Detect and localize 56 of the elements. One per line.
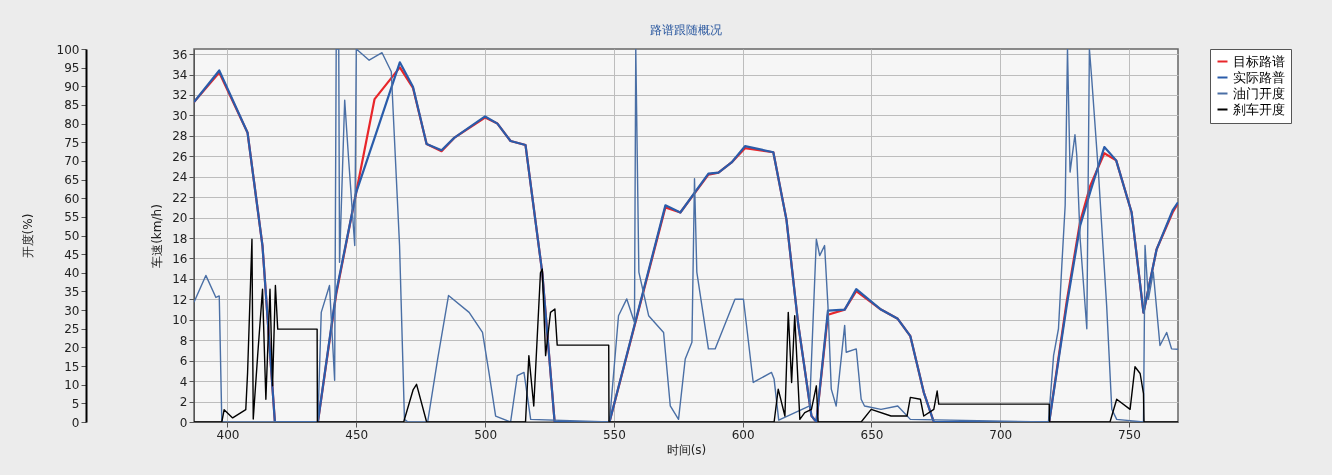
y-tick-label: 2	[179, 395, 188, 410]
chart-title: 路谱跟随概况	[650, 23, 722, 37]
y-tick-label: 0	[179, 415, 188, 430]
y2-tick-label: 80	[64, 117, 80, 132]
y-tick-label: 16	[172, 251, 188, 266]
y2-tick-label: 10	[64, 378, 80, 393]
x-tick-label: 700	[989, 427, 1013, 442]
x-axis-title: 时间(s)	[666, 442, 707, 457]
x-tick-label: 500	[474, 427, 498, 442]
x-tick-label: 600	[731, 427, 755, 442]
y-tick-label: 6	[179, 354, 188, 369]
y-tick-label: 34	[172, 68, 188, 83]
x-tick-label: 450	[345, 427, 369, 442]
y-tick-label: 8	[179, 333, 188, 348]
y-tick-label: 36	[172, 47, 188, 62]
y2-tick-label: 25	[64, 322, 80, 337]
y-tick-label: 18	[172, 231, 188, 246]
y2-tick-label: 85	[64, 98, 80, 113]
y-tick-label: 30	[172, 108, 188, 123]
y2-tick-label: 90	[64, 79, 80, 94]
x-tick-label: 400	[216, 427, 240, 442]
y-axis-title: 车速(km/h)	[150, 204, 165, 268]
y2-tick-label: 70	[64, 154, 80, 169]
y2-tick-label: 75	[64, 135, 80, 150]
y2-tick-label: 5	[71, 396, 80, 411]
y2-tick-label: 40	[64, 266, 80, 281]
y2-tick-label: 30	[64, 303, 80, 318]
y-tick-label: 28	[172, 129, 188, 144]
y-tick-label: 32	[172, 88, 188, 103]
legend-label: 实际路普	[1233, 69, 1285, 85]
x-tick-label: 550	[602, 427, 626, 442]
legend-label: 刹车开度	[1233, 101, 1285, 117]
y-tick-label: 24	[172, 170, 188, 185]
y-tick-label: 26	[172, 149, 188, 164]
x-tick-label: 750	[1118, 427, 1142, 442]
y2-tick-label: 15	[64, 359, 80, 374]
y2-tick-label: 55	[64, 210, 80, 225]
y2-tick-label: 60	[64, 191, 80, 206]
y2-tick-label: 45	[64, 247, 80, 262]
y-tick-label: 10	[172, 313, 188, 328]
legend-label: 油门开度	[1233, 85, 1285, 101]
y2-tick-label: 65	[64, 173, 80, 188]
y2-tick-label: 20	[64, 340, 80, 355]
y2-axis-title: 开度(%)	[20, 213, 35, 259]
x-tick-label: 650	[860, 427, 884, 442]
y-tick-label: 20	[172, 211, 188, 226]
y-tick-label: 12	[172, 292, 188, 307]
y-tick-label: 4	[179, 374, 188, 389]
legend-label: 目标路谱	[1233, 53, 1285, 69]
y2-tick-label: 0	[71, 415, 80, 430]
y2-tick-label: 100	[56, 42, 80, 57]
y-tick-label: 14	[172, 272, 188, 287]
y2-tick-label: 95	[64, 61, 80, 76]
y2-tick-label: 35	[64, 284, 80, 299]
y-tick-label: 22	[172, 190, 188, 205]
y2-tick-label: 50	[64, 229, 80, 243]
